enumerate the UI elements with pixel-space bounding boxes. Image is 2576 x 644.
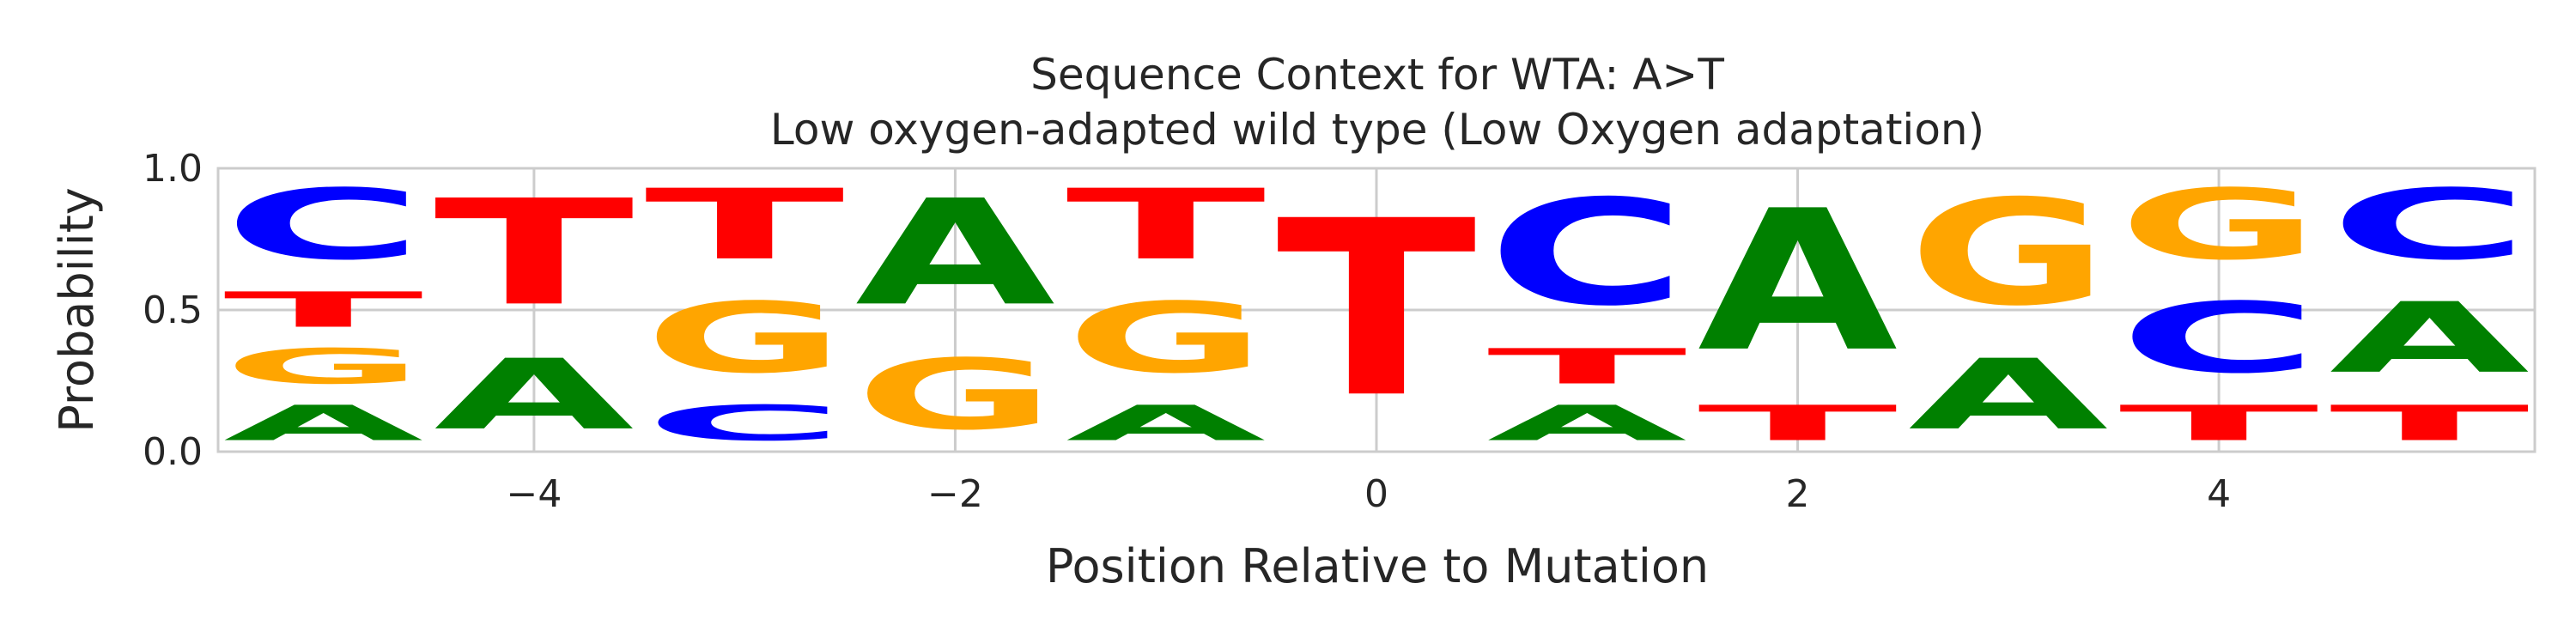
tick-labels: −4 −2 0 2 4 0.0 0.5 1.0 [143,147,2231,516]
logo-letter-t: T [1698,395,1898,452]
logo-letter-t: T [434,168,635,337]
logo-letter-g: G [1066,282,1266,394]
logo-letter-a: A [434,338,634,452]
x-tick-label: 0 [1364,472,1388,516]
x-tick-label: 4 [2207,472,2231,516]
logo-letter-c: C [1487,168,1687,337]
logo-letter-g: G [855,338,1055,451]
logo-letter-c: C [2119,283,2319,395]
logo-letter-a: A [2330,282,2530,395]
logo-letter-t: T [2119,395,2319,452]
logo-letter-g: G [223,338,423,395]
logo-letter-t: T [645,168,845,281]
logo-letter-t: T [1066,168,1266,281]
logo-letter-t: T [2330,395,2530,452]
logo-letter-a: A [223,395,423,452]
logo-letter-g: G [1908,169,2108,338]
chart-subtitle: Low oxygen-adapted wild type (Low Oxygen… [770,105,1984,155]
x-tick-label: −4 [506,472,562,516]
chart-title: Sequence Context for WTA: A>T [1030,50,1724,100]
logo-letter-a: A [1066,395,1266,452]
y-tick-label: 0.5 [143,289,203,332]
logo-letter-g: G [2119,168,2319,281]
y-tick-label: 1.0 [143,147,203,191]
plot-frame [216,167,2537,453]
logo-letter-g: G [645,282,845,394]
logo-letter-a: A [1487,395,1687,452]
x-axis-label: Position Relative to Mutation [1046,539,1709,593]
x-tick-label: −2 [927,472,983,516]
logo-letter-c: C [223,169,423,282]
logo-letter-c: C [2330,169,2530,282]
logo-letter-a: A [1908,338,2108,452]
logo-letter-t: T [223,282,423,338]
logo-letter-a: A [1698,168,1899,394]
y-axis-label: Probability [50,187,104,432]
logo-letter-t: T [1276,168,1478,451]
y-tick-label: 0.0 [143,430,203,474]
logo-letter-a: A [855,168,1055,338]
logo-letter-c: C [645,395,845,452]
x-tick-label: 2 [1786,472,1810,516]
logo-letter-t: T [1487,338,1687,395]
